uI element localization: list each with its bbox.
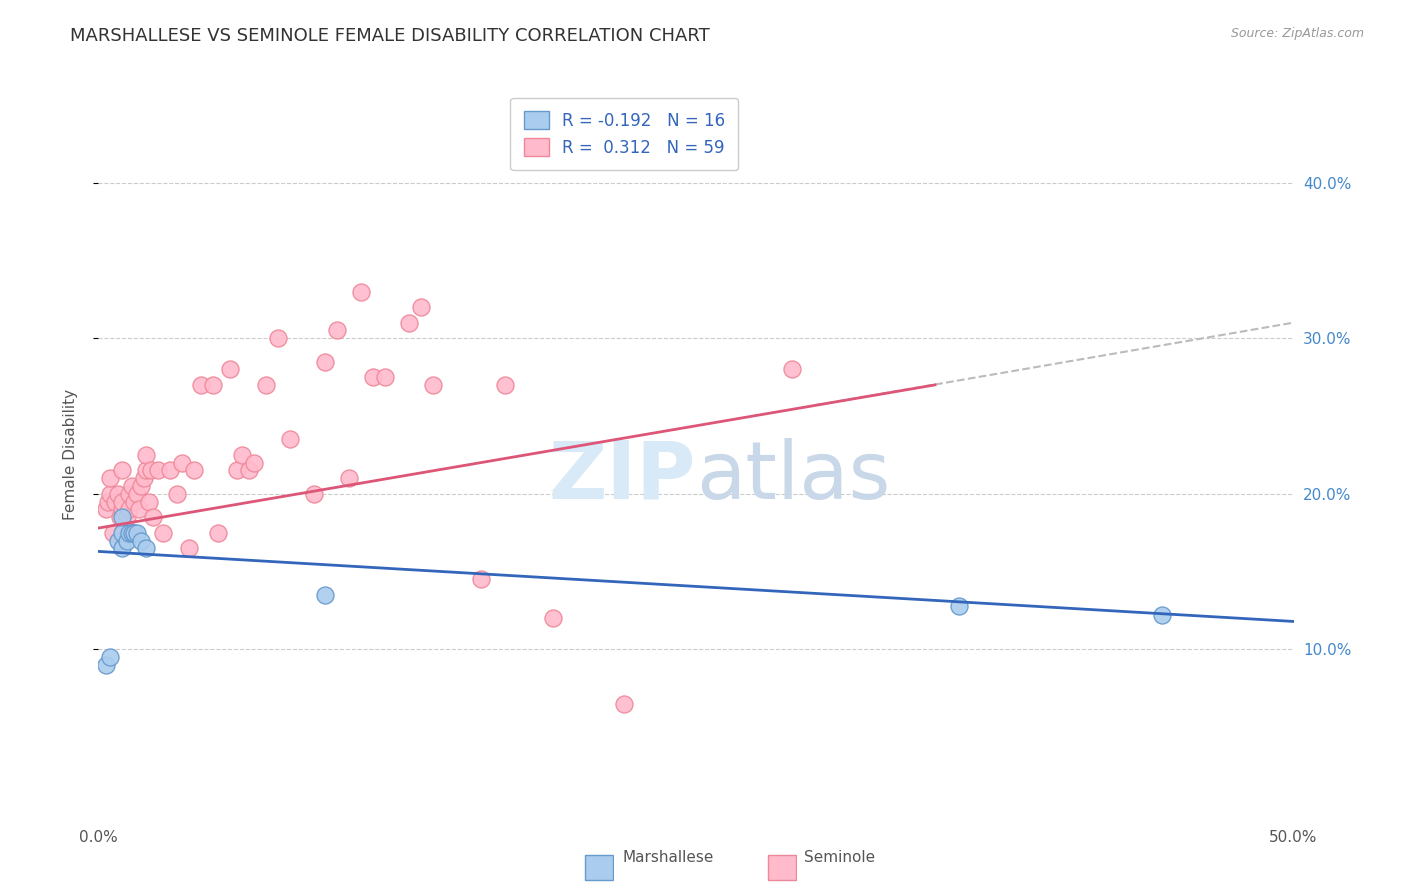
Point [94, 658, 117, 673]
Point [121, 525, 143, 540]
Bar [768, 855, 796, 880]
Point [179, 541, 201, 556]
Point [363, 370, 385, 384]
Text: Marshallese: Marshallese [623, 850, 714, 865]
Point [98, 471, 122, 485]
Point [152, 525, 174, 540]
Point [278, 433, 301, 447]
Point [94, 502, 117, 516]
Point [138, 494, 160, 508]
Point [374, 370, 396, 384]
Point [98, 487, 122, 501]
Text: MARSHALLESE VS SEMINOLE FEMALE DISABILITY CORRELATION CHART: MARSHALLESE VS SEMINOLE FEMALE DISABILIT… [70, 27, 710, 45]
Point [172, 456, 194, 470]
Point [339, 471, 360, 485]
Point [422, 377, 444, 392]
Point [128, 502, 150, 516]
Point [108, 510, 131, 524]
Text: ZIP: ZIP [548, 438, 696, 516]
Point [111, 463, 134, 477]
Point [948, 599, 970, 613]
Point [135, 448, 157, 462]
Point [398, 316, 420, 330]
Point [97, 494, 120, 508]
Point [541, 611, 564, 625]
Point [101, 525, 124, 540]
Point [190, 377, 212, 392]
Point [494, 377, 516, 392]
Point [121, 479, 143, 493]
Point [780, 362, 803, 376]
Point [124, 494, 146, 508]
Point [411, 300, 433, 314]
Point [104, 494, 127, 508]
Text: Seminole: Seminole [804, 850, 876, 865]
Point [315, 354, 337, 368]
Text: atlas: atlas [696, 438, 890, 516]
Point [125, 487, 148, 501]
Point [118, 502, 141, 516]
Point [315, 588, 337, 602]
Point [118, 487, 141, 501]
Point [111, 502, 134, 516]
Point [148, 463, 170, 477]
Legend: R = -0.192   N = 16, R =  0.312   N = 59: R = -0.192 N = 16, R = 0.312 N = 59 [510, 97, 738, 169]
Point [111, 510, 134, 524]
Point [115, 510, 138, 524]
Point [267, 331, 290, 345]
Text: Source: ZipAtlas.com: Source: ZipAtlas.com [1230, 27, 1364, 40]
Point [135, 541, 157, 556]
Y-axis label: Female Disability: Female Disability [63, 389, 77, 521]
Point [131, 479, 153, 493]
Bar [585, 855, 613, 880]
Point [226, 463, 249, 477]
Point [302, 487, 325, 501]
Point [142, 510, 165, 524]
Point [111, 541, 134, 556]
Point [350, 285, 373, 299]
Point [139, 463, 162, 477]
Point [326, 323, 349, 337]
Point [613, 697, 636, 711]
Point [118, 525, 141, 540]
Point [183, 463, 205, 477]
Point [243, 456, 266, 470]
Point [470, 573, 492, 587]
Point [219, 362, 242, 376]
Point [111, 525, 134, 540]
Point [1150, 608, 1173, 623]
Point [107, 533, 129, 548]
Point [115, 533, 138, 548]
Point [254, 377, 277, 392]
Point [131, 533, 153, 548]
Point [124, 525, 146, 540]
Point [124, 525, 146, 540]
Point [202, 377, 225, 392]
Point [238, 463, 260, 477]
Point [135, 463, 157, 477]
Point [132, 471, 155, 485]
Point [107, 487, 129, 501]
Point [166, 487, 188, 501]
Point [231, 448, 253, 462]
Point [111, 494, 134, 508]
Point [98, 650, 122, 665]
Point [125, 525, 148, 540]
Point [207, 525, 229, 540]
Point [159, 463, 181, 477]
